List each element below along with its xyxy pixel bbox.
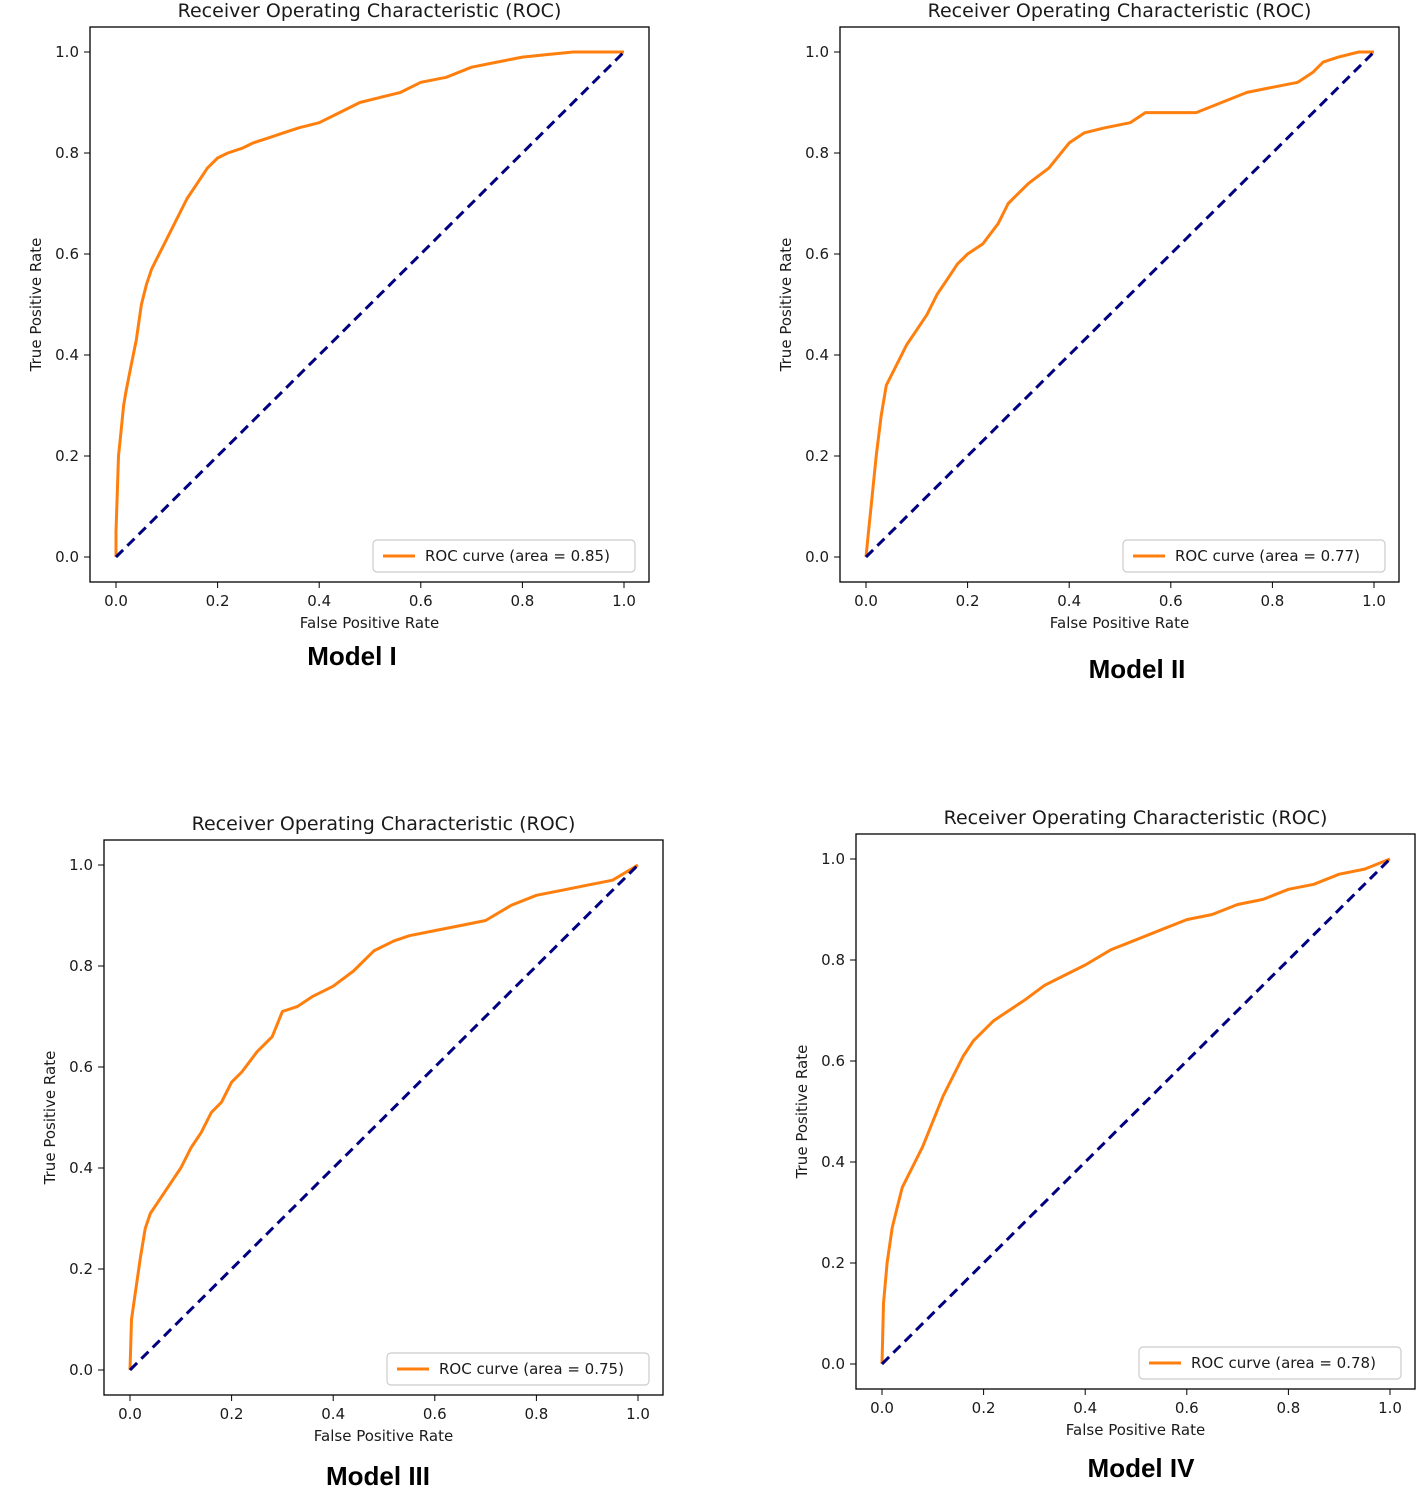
chance-diagonal-line (880, 857, 1392, 1366)
x-tick-label: 0.6 (423, 1405, 447, 1423)
legend: ROC curve (area = 0.77) (1122, 539, 1386, 573)
y-tick-label: 0.0 (55, 548, 79, 566)
chart-title: Receiver Operating Characteristic (ROC) (178, 0, 562, 22)
y-tick-label: 1.0 (805, 43, 829, 61)
x-axis-label: False Positive Rate (314, 1427, 453, 1445)
x-tick-label: 0.6 (409, 592, 433, 610)
roc-curve-line (880, 857, 1391, 1365)
x-axis-label: False Positive Rate (1066, 1421, 1205, 1439)
legend: ROC curve (area = 0.85) (372, 539, 636, 573)
legend: ROC curve (area = 0.78) (1138, 1346, 1402, 1380)
y-tick-label: 0.8 (805, 144, 829, 162)
legend-box (372, 539, 636, 573)
plot-frame (103, 839, 664, 1396)
x-tick-label: 0.0 (104, 592, 128, 610)
x-tick-label: 0.4 (307, 592, 331, 610)
y-tick-label: 0.4 (69, 1159, 93, 1177)
y-tick-label: 0.6 (69, 1058, 93, 1076)
y-tick-label: 0.4 (821, 1153, 845, 1171)
y-axis-label: True Positive Rate (41, 1051, 59, 1186)
x-tick-label: 0.6 (1159, 592, 1183, 610)
chance-diagonal-line (864, 50, 1376, 559)
x-tick-label: 1.0 (612, 592, 636, 610)
y-tick-label: 0.2 (821, 1254, 845, 1272)
chart-title: Receiver Operating Characteristic (ROC) (928, 0, 1312, 22)
x-tick-label: 1.0 (626, 1405, 650, 1423)
y-tick-label: 0.0 (805, 548, 829, 566)
legend-label: ROC curve (area = 0.78) (1191, 1354, 1376, 1372)
legend-box (1138, 1346, 1402, 1380)
x-tick-label: 1.0 (1378, 1399, 1402, 1417)
y-tick-label: 0.0 (821, 1355, 845, 1373)
x-tick-label: 1.0 (1362, 592, 1386, 610)
plot-frame (839, 26, 1400, 583)
legend-label: ROC curve (area = 0.77) (1175, 547, 1360, 565)
x-tick-label: 0.4 (1057, 592, 1081, 610)
y-tick-label: 0.6 (55, 245, 79, 263)
roc-curve-line (128, 863, 639, 1371)
x-tick-label: 0.4 (1073, 1399, 1097, 1417)
legend: ROC curve (area = 0.75) (386, 1352, 650, 1386)
y-tick-label: 0.2 (69, 1260, 93, 1278)
y-tick-label: 0.8 (55, 144, 79, 162)
legend-box (386, 1352, 650, 1386)
legend-label: ROC curve (area = 0.85) (425, 547, 610, 565)
x-axis-label: False Positive Rate (1050, 614, 1189, 632)
chance-diagonal-line (114, 50, 626, 559)
model-caption: Model IV (1088, 1453, 1196, 1483)
x-tick-label: 0.0 (854, 592, 878, 610)
roc-curve-line (864, 50, 1374, 558)
plot-frame (89, 26, 650, 583)
chart-title: Receiver Operating Characteristic (ROC) (944, 807, 1328, 829)
y-tick-label: 1.0 (821, 850, 845, 868)
roc-panel-3: Receiver Operating Characteristic (ROC) 0… (41, 813, 664, 1491)
roc-panel-4: Receiver Operating Characteristic (ROC) 0… (793, 807, 1416, 1483)
y-tick-label: 1.0 (55, 43, 79, 61)
y-tick-label: 0.2 (805, 447, 829, 465)
chart-title: Receiver Operating Characteristic (ROC) (192, 813, 576, 835)
y-tick-label: 0.8 (821, 951, 845, 969)
x-tick-label: 0.2 (972, 1399, 996, 1417)
legend-label: ROC curve (area = 0.75) (439, 1360, 624, 1378)
x-tick-label: 0.2 (220, 1405, 244, 1423)
y-axis-label: True Positive Rate (27, 238, 45, 373)
x-tick-label: 0.0 (118, 1405, 142, 1423)
roc-panel-2: Receiver Operating Characteristic (ROC) 0… (777, 0, 1400, 684)
model-caption: Model II (1089, 654, 1186, 684)
y-tick-label: 0.8 (69, 957, 93, 975)
y-axis-label: True Positive Rate (777, 238, 795, 373)
roc-curve-line (114, 50, 624, 557)
x-tick-label: 0.8 (1276, 1399, 1300, 1417)
x-tick-label: 0.2 (206, 592, 230, 610)
x-tick-label: 0.8 (510, 592, 534, 610)
x-tick-label: 0.6 (1175, 1399, 1199, 1417)
x-axis-label: False Positive Rate (300, 614, 439, 632)
y-tick-label: 0.0 (69, 1361, 93, 1379)
x-tick-label: 0.8 (1260, 592, 1284, 610)
legend-box (1122, 539, 1386, 573)
y-tick-label: 0.2 (55, 447, 79, 465)
x-tick-label: 0.0 (870, 1399, 894, 1417)
chance-diagonal-line (128, 863, 640, 1372)
x-tick-label: 0.2 (956, 592, 980, 610)
y-tick-label: 1.0 (69, 856, 93, 874)
y-axis-label: True Positive Rate (793, 1045, 811, 1180)
y-tick-label: 0.6 (805, 245, 829, 263)
x-tick-label: 0.8 (524, 1405, 548, 1423)
model-caption: Model I (307, 641, 397, 671)
y-tick-label: 0.4 (55, 346, 79, 364)
model-caption: Model III (326, 1461, 430, 1491)
x-tick-label: 0.4 (321, 1405, 345, 1423)
y-tick-label: 0.6 (821, 1052, 845, 1070)
y-tick-label: 0.4 (805, 346, 829, 364)
roc-panel-1: Receiver Operating Characteristic (ROC) 0… (27, 0, 650, 671)
plot-frame (855, 833, 1416, 1390)
